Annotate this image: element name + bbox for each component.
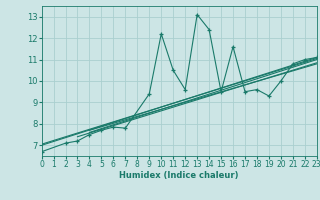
X-axis label: Humidex (Indice chaleur): Humidex (Indice chaleur) — [119, 171, 239, 180]
